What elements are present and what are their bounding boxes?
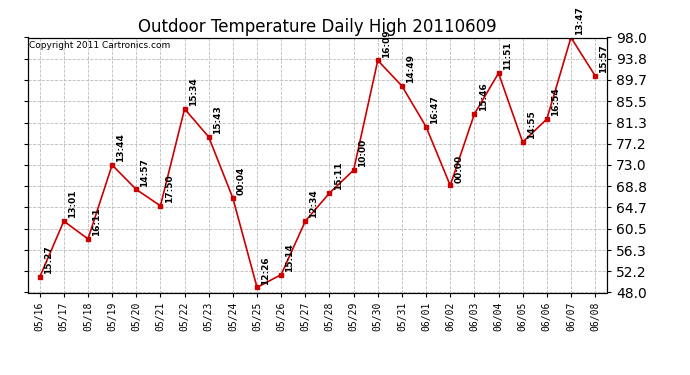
Text: 14:49: 14:49: [406, 54, 415, 83]
Text: 15:27: 15:27: [44, 246, 53, 274]
Text: 15:43: 15:43: [213, 105, 222, 134]
Text: 15:14: 15:14: [286, 243, 295, 272]
Text: 15:34: 15:34: [189, 77, 198, 106]
Text: 15:57: 15:57: [600, 44, 609, 73]
Title: Outdoor Temperature Daily High 20110609: Outdoor Temperature Daily High 20110609: [138, 18, 497, 36]
Text: 00:00: 00:00: [455, 154, 464, 183]
Text: 12:26: 12:26: [262, 256, 270, 285]
Text: 11:51: 11:51: [503, 42, 512, 70]
Text: 13:01: 13:01: [68, 190, 77, 218]
Text: 16:54: 16:54: [551, 88, 560, 116]
Text: 13:47: 13:47: [575, 6, 584, 35]
Text: 16:47: 16:47: [431, 95, 440, 124]
Text: 10:00: 10:00: [358, 139, 367, 167]
Text: 14:55: 14:55: [527, 111, 536, 139]
Text: Copyright 2011 Cartronics.com: Copyright 2011 Cartronics.com: [29, 41, 170, 50]
Text: 15:11: 15:11: [334, 162, 343, 190]
Text: 12:34: 12:34: [310, 190, 319, 218]
Text: 17:50: 17:50: [165, 174, 174, 203]
Text: 16:09: 16:09: [382, 29, 391, 58]
Text: 13:44: 13:44: [117, 134, 126, 162]
Text: 15:46: 15:46: [479, 82, 488, 111]
Text: 14:57: 14:57: [141, 158, 150, 187]
Text: 00:04: 00:04: [237, 167, 246, 195]
Text: 16:11: 16:11: [92, 207, 101, 236]
